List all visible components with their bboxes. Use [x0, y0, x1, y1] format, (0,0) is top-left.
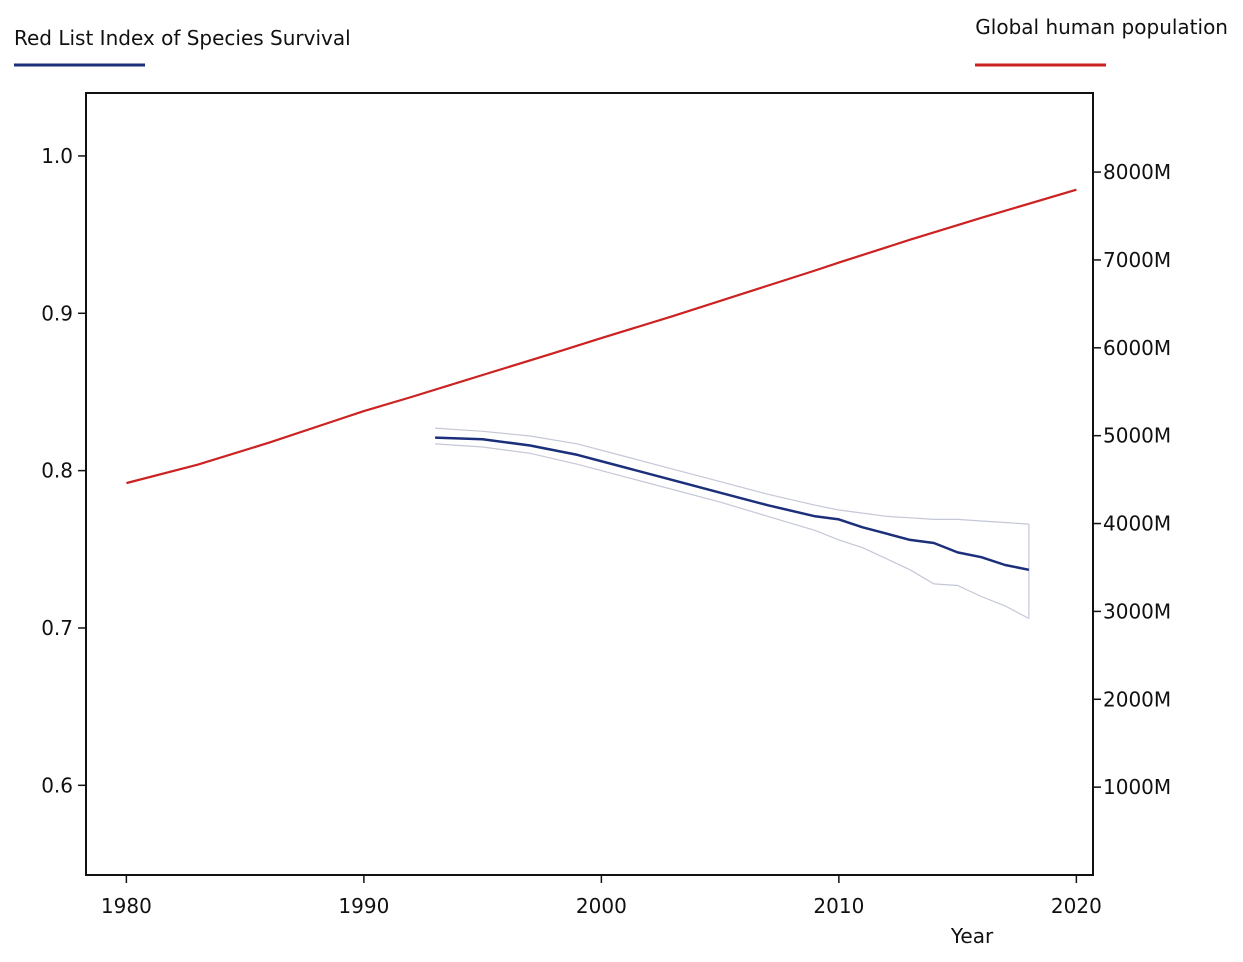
right-y-tick-label: 4000M — [1103, 512, 1171, 536]
legend-population-label: Global human population — [975, 15, 1228, 39]
legend-red-list-label: Red List Index of Species Survival — [14, 26, 351, 50]
x-tick-label: 2000 — [576, 894, 627, 918]
x-tick-label: 1980 — [101, 894, 152, 918]
x-tick-label: 1990 — [338, 894, 389, 918]
left-y-tick-label: 0.9 — [41, 301, 73, 325]
plot-area — [85, 92, 1094, 876]
right-y-tick-label: 2000M — [1103, 687, 1171, 711]
x-tick-label: 2020 — [1051, 894, 1102, 918]
left-y-tick-label: 0.6 — [41, 773, 73, 797]
right-y-tick-label: 8000M — [1103, 160, 1171, 184]
red-list-index-line — [435, 436, 1030, 572]
left-y-tick-label: 1.0 — [41, 144, 73, 168]
left-y-tick-label: 0.8 — [41, 459, 73, 483]
left-y-axis: 1.0 0.9 0.8 0.7 0.6 — [41, 144, 86, 797]
right-y-axis: 8000M 7000M 6000M 5000M 4000M 3000M 2000M 1000M — [1093, 160, 1171, 799]
x-tick-label: 2010 — [813, 894, 864, 918]
red-list-lower-bound-line — [435, 443, 1030, 620]
left-y-tick-label: 0.7 — [41, 616, 73, 640]
right-y-tick-label: 7000M — [1103, 248, 1171, 272]
right-y-tick-label: 5000M — [1103, 424, 1171, 448]
series-layer — [126, 188, 1077, 620]
right-y-tick-label: 6000M — [1103, 336, 1171, 360]
right-y-tick-label: 3000M — [1103, 599, 1171, 623]
x-axis: 1980 1990 2000 2010 2020 — [101, 875, 1102, 918]
x-axis-title: Year — [950, 924, 994, 948]
red-list-upper-bound-line — [435, 427, 1029, 525]
right-y-tick-label: 1000M — [1103, 775, 1171, 799]
population-line — [126, 188, 1077, 485]
